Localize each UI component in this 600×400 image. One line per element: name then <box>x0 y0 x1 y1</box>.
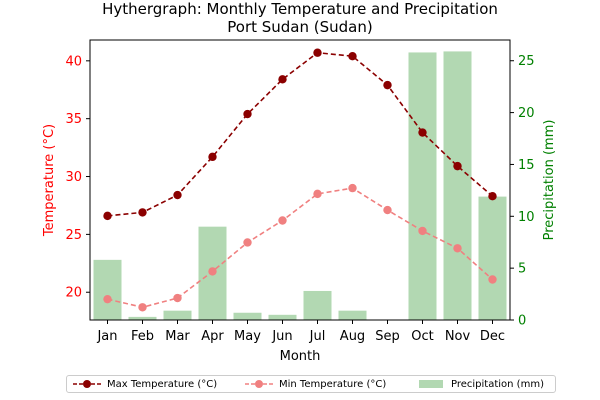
min-temp-point-may <box>243 238 252 247</box>
x-tick-label: Jun <box>271 329 292 344</box>
left-y-tick-label: 30 <box>65 170 82 185</box>
min-temp-line <box>107 187 494 309</box>
legend-min-label: Min Temperature (°C) <box>279 378 387 390</box>
x-tick-label: Dec <box>480 329 505 344</box>
left-y-axis-label: Temperature (°C) <box>42 124 57 237</box>
max-temp-point-apr <box>208 152 217 162</box>
min-temp-point-aug <box>348 183 357 193</box>
min-temp-point-jul <box>313 189 322 199</box>
legend-max-swatch <box>73 378 101 390</box>
min-temp-point-mar <box>173 293 182 303</box>
right-y-tick-label: 0 <box>518 314 526 329</box>
max-temp-point-dec <box>488 191 497 201</box>
x-tick-label: Nov <box>445 329 471 344</box>
temperature-lines <box>103 48 497 312</box>
left-y-axis: 20 25 30 35 40 <box>65 54 90 301</box>
legend: Max Temperature (°C) Min Temperature (°C… <box>66 375 556 393</box>
chart-subtitle: Port Sudan (Sudan) <box>227 18 372 36</box>
max-temp-point-feb <box>138 208 147 217</box>
x-tick-label: May <box>234 329 261 344</box>
legend-item-max: Max Temperature (°C) <box>73 376 217 392</box>
left-y-tick-label: 35 <box>65 112 82 127</box>
max-temp-point-nov <box>453 161 462 171</box>
x-tick-label: Sep <box>375 329 400 344</box>
right-y-tick-label: 20 <box>518 106 535 121</box>
precip-bar-mar <box>163 310 192 320</box>
precip-bar-aug <box>338 310 367 320</box>
min-temp-point-jan <box>103 294 112 304</box>
legend-min-swatch <box>245 378 273 390</box>
right-y-tick-label: 15 <box>518 158 535 173</box>
max-temp-line <box>107 51 494 217</box>
precip-bar-jun <box>268 314 297 320</box>
x-tick-label: Feb <box>131 329 154 344</box>
min-temp-point-nov <box>453 244 462 253</box>
x-tick-label: Mar <box>165 329 190 344</box>
precip-bar-nov <box>443 51 472 320</box>
x-tick-label: Oct <box>411 329 433 344</box>
left-y-tick-label: 25 <box>65 228 82 243</box>
max-temp-point-oct <box>418 128 427 137</box>
plot-frame <box>89 39 511 321</box>
max-temp-point-may <box>243 109 252 119</box>
left-y-tick-label: 40 <box>65 54 82 69</box>
precip-bar-jan <box>93 259 122 320</box>
legend-precip-swatch <box>417 378 445 390</box>
x-tick-label: Aug <box>340 329 365 344</box>
legend-item-precip: Precipitation (mm) <box>417 376 544 392</box>
precip-bar-jul <box>303 290 332 320</box>
max-temp-point-sep <box>383 80 392 90</box>
min-temp-point-oct <box>418 226 427 236</box>
max-temp-point-jun <box>278 75 287 84</box>
min-temp-point-dec <box>488 275 497 284</box>
min-temp-point-feb <box>138 303 147 312</box>
chart-title: Hythergraph: Monthly Temperature and Pre… <box>102 0 498 18</box>
x-tick-label: Jul <box>309 329 326 344</box>
left-y-tick-label: 20 <box>65 286 82 301</box>
x-tick-label: Jan <box>96 329 117 344</box>
legend-max-label: Max Temperature (°C) <box>107 378 218 390</box>
right-y-axis-label: Precipitation (mm) <box>542 120 557 241</box>
max-temp-point-jul <box>313 48 322 57</box>
x-axis-label: Month <box>280 349 321 364</box>
legend-item-min: Min Temperature (°C) <box>245 376 386 392</box>
right-y-tick-label: 5 <box>518 262 526 277</box>
min-temp-point-sep <box>383 205 392 215</box>
x-tick-label: Apr <box>201 329 224 344</box>
precip-bar-may <box>233 312 262 320</box>
precip-bar-feb <box>128 316 157 320</box>
max-temp-point-aug <box>348 51 357 61</box>
precip-bar-dec <box>478 196 507 320</box>
max-temp-point-jan <box>103 211 112 221</box>
right-y-axis: 0 5 10 15 20 25 <box>510 54 535 329</box>
min-temp-point-apr <box>208 267 217 276</box>
right-y-tick-label: 25 <box>518 54 535 69</box>
min-temp-point-jun <box>278 216 287 225</box>
precip-bar-oct <box>408 52 437 320</box>
x-axis: Jan Feb Mar Apr May Jun Jul Aug Sep Oct Nov Dec <box>96 320 505 344</box>
legend-precip-label: Precipitation (mm) <box>451 378 544 390</box>
max-temp-point-mar <box>173 190 182 200</box>
precip-bars <box>93 51 507 320</box>
right-y-tick-label: 10 <box>518 210 535 225</box>
